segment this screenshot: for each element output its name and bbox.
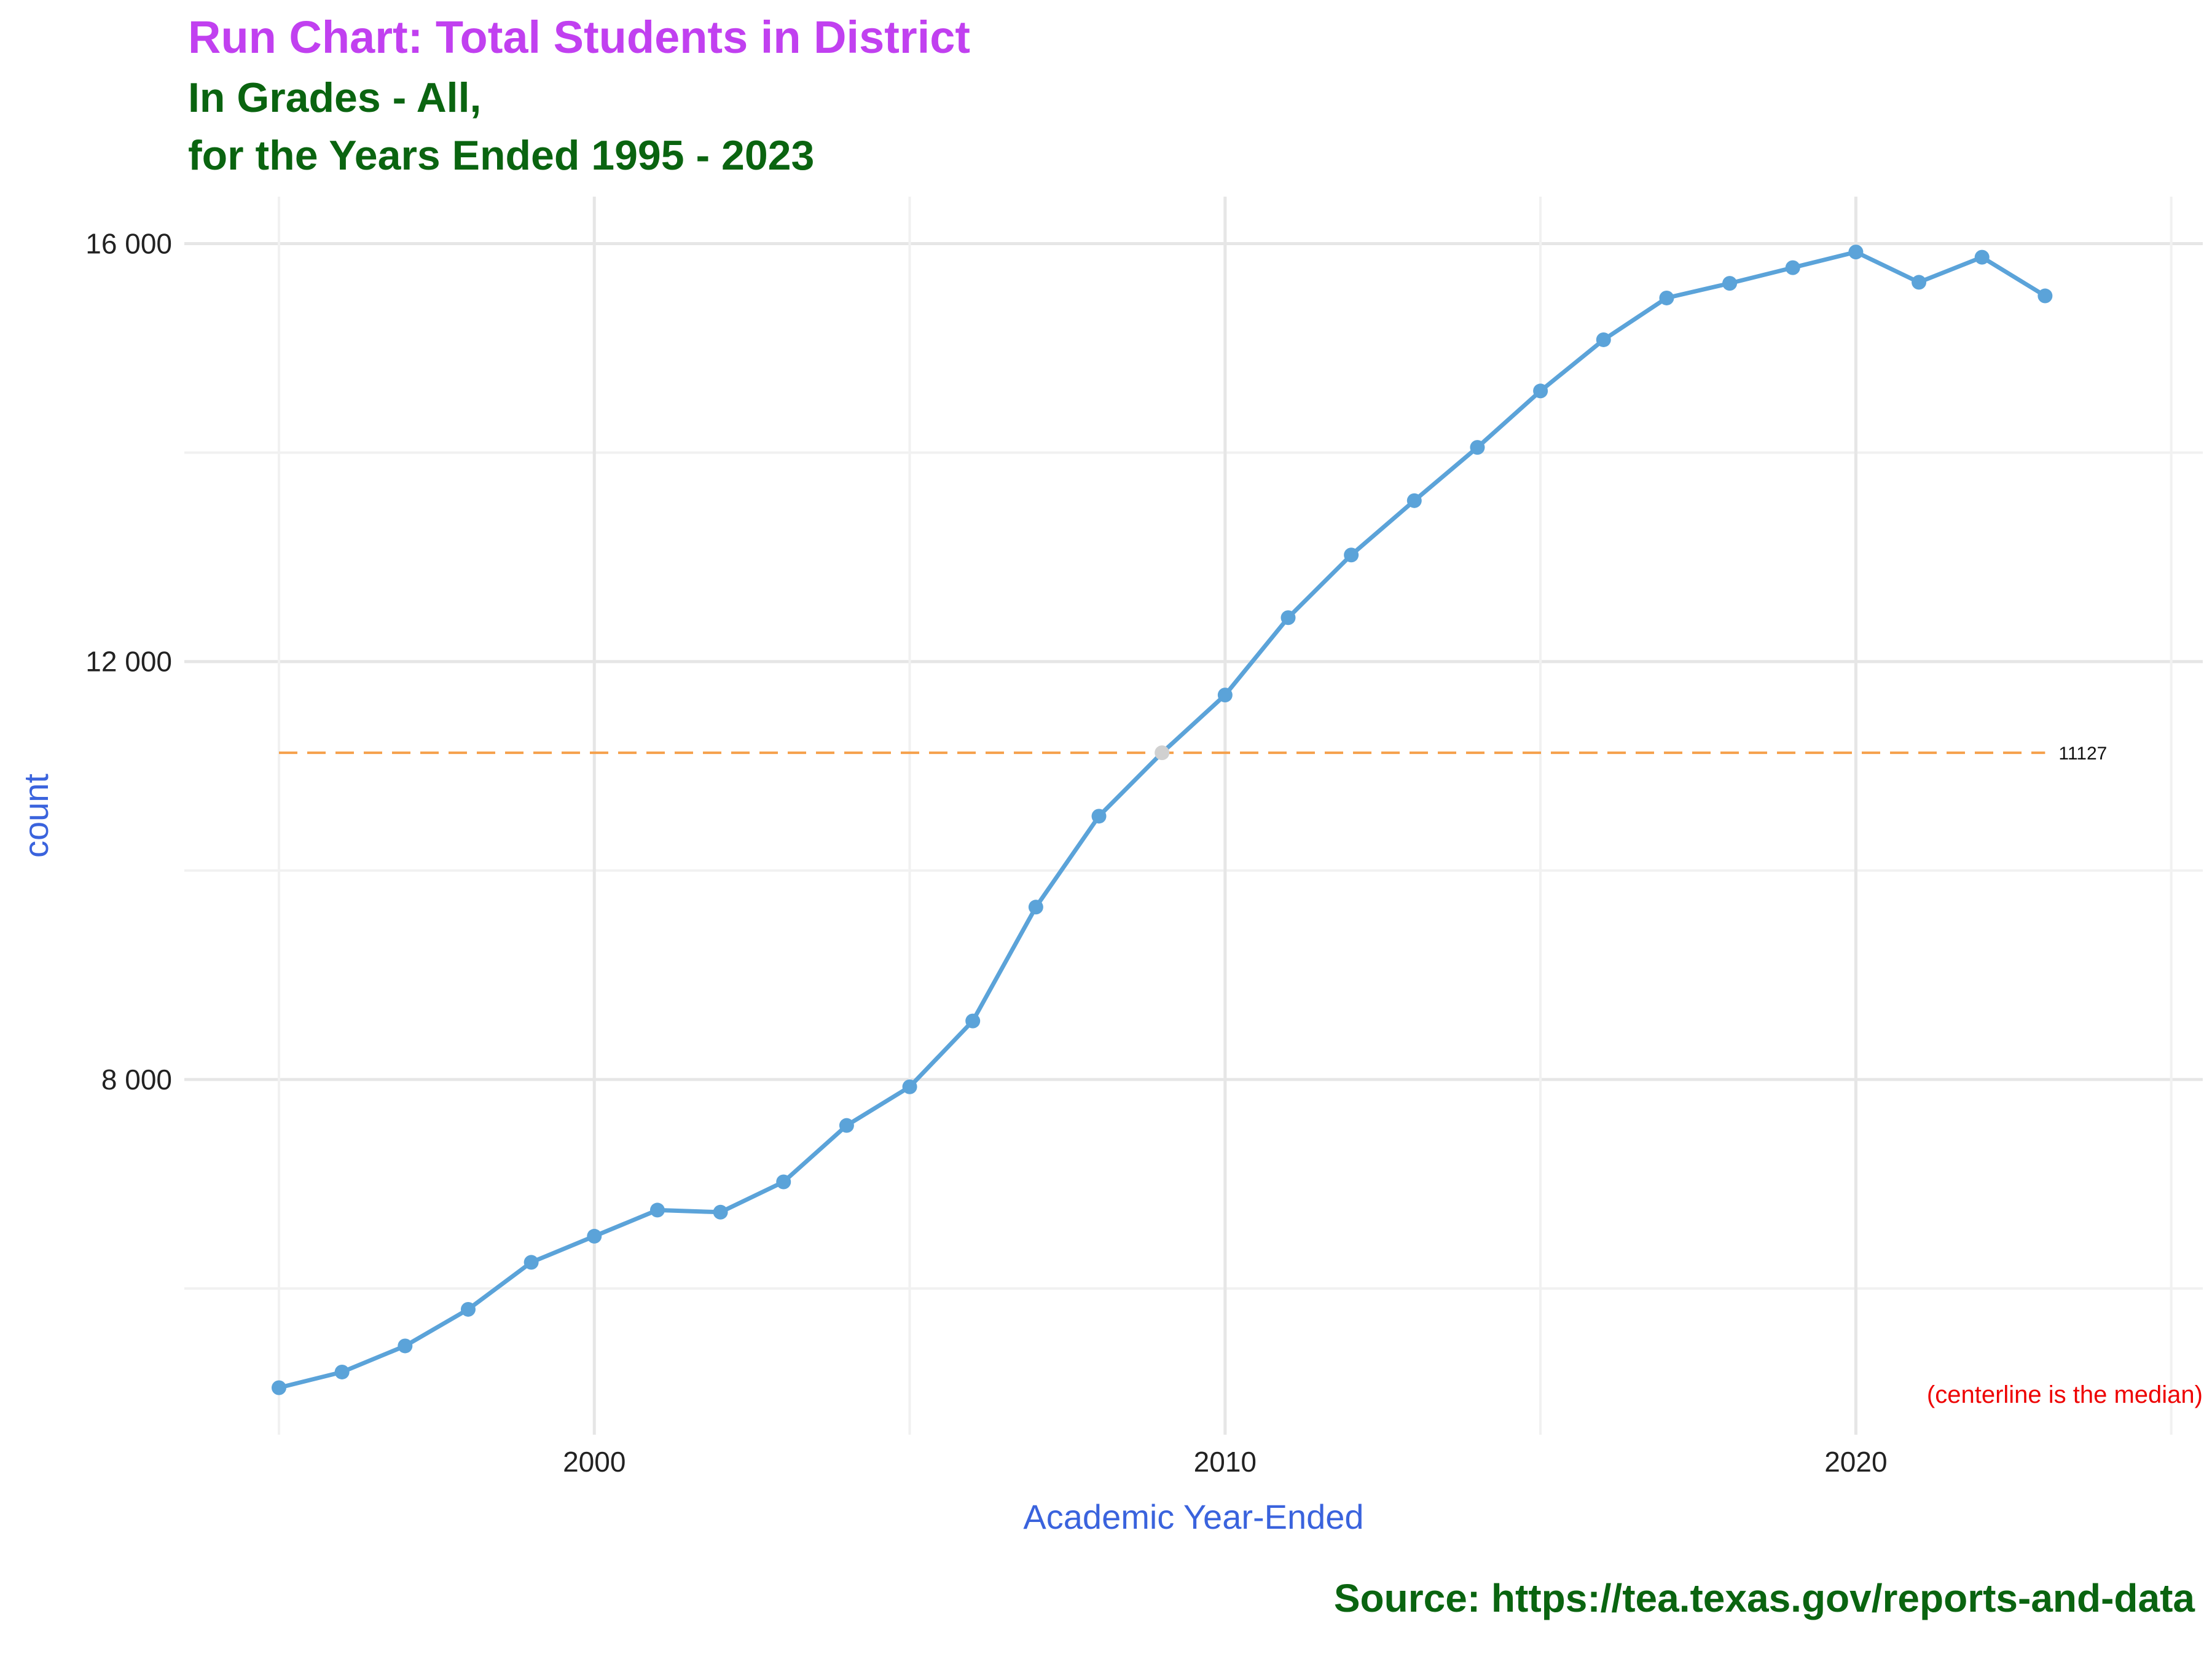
source-caption: Source: https://tea.texas.gov/reports-an… xyxy=(1333,1576,2195,1620)
median-note: (centerline is the median) xyxy=(1927,1381,2203,1408)
data-point xyxy=(587,1228,602,1244)
data-point xyxy=(839,1118,854,1133)
data-point xyxy=(1344,547,1359,563)
data-point xyxy=(776,1174,791,1190)
data-point xyxy=(1028,900,1043,915)
data-point xyxy=(334,1364,350,1379)
data-point xyxy=(965,1013,981,1029)
series-line xyxy=(278,249,2047,1390)
data-point xyxy=(1785,260,1800,275)
data-point xyxy=(1912,275,1927,290)
x-axis-title: Academic Year-Ended xyxy=(1023,1497,1363,1536)
data-point xyxy=(1217,688,1233,703)
median-label: 11127 xyxy=(2058,743,2107,764)
y-axis-title: count xyxy=(17,774,55,858)
data-point xyxy=(1406,493,1422,508)
x-axis-ticks: 2000 2010 2020 xyxy=(563,1446,1887,1478)
chart-title: Run Chart: Total Students in District xyxy=(188,12,971,63)
data-point xyxy=(398,1338,413,1354)
data-point xyxy=(1281,610,1296,626)
subtitle-line-2: for the Years Ended 1995 - 2023 xyxy=(188,132,815,179)
data-point xyxy=(2037,288,2053,304)
chart-subtitle: In Grades - All, for the Years Ended 199… xyxy=(188,69,814,184)
series-points xyxy=(271,245,2053,1395)
y-axis-ticks: 8 000 12 000 16 000 xyxy=(85,228,172,1096)
data-point xyxy=(649,1202,665,1218)
data-point xyxy=(271,1380,286,1395)
data-point xyxy=(1974,249,1990,265)
data-point xyxy=(1533,383,1548,399)
x-tick-label: 2000 xyxy=(563,1446,626,1478)
data-point xyxy=(902,1079,917,1094)
grid-lines xyxy=(184,197,2203,1435)
y-tick-label: 8 000 xyxy=(101,1064,172,1096)
data-point xyxy=(1722,276,1738,291)
y-tick-label: 16 000 xyxy=(85,228,172,260)
data-point xyxy=(713,1204,728,1220)
data-point xyxy=(1848,245,1864,260)
subtitle-line-1: In Grades - All, xyxy=(188,74,482,121)
data-point xyxy=(460,1301,476,1317)
data-point xyxy=(1659,290,1674,305)
x-tick-label: 2020 xyxy=(1824,1446,1887,1478)
x-tick-label: 2010 xyxy=(1194,1446,1257,1478)
data-point xyxy=(1470,440,1485,455)
data-point xyxy=(524,1255,539,1270)
y-tick-label: 12 000 xyxy=(85,646,172,678)
data-point xyxy=(1091,809,1107,824)
median-data-point xyxy=(1155,745,1170,761)
data-point xyxy=(1596,332,1611,347)
